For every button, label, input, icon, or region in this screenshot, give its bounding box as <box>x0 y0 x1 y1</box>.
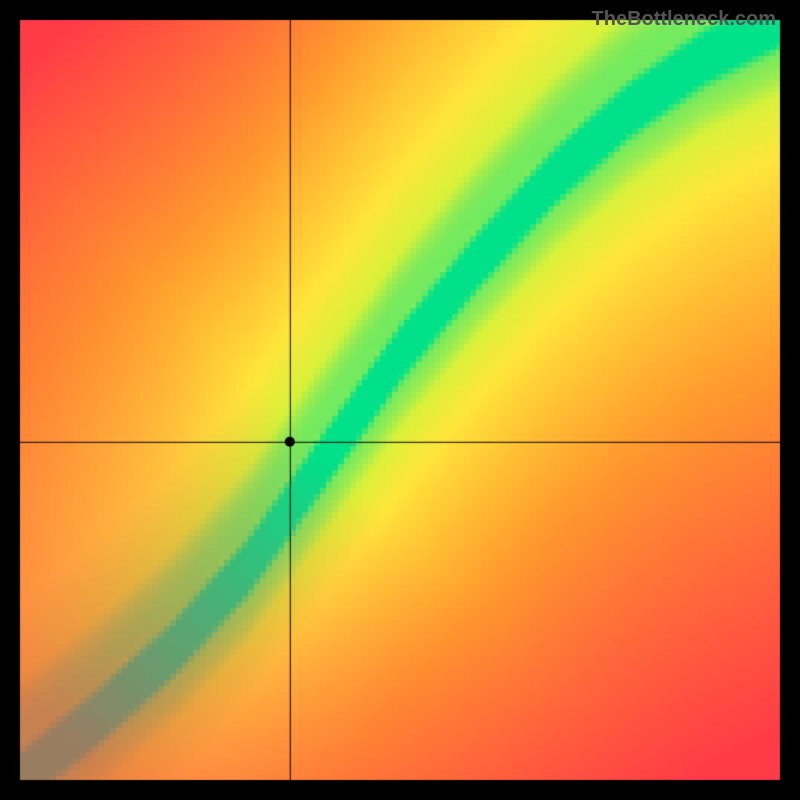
heatmap-canvas <box>0 0 800 800</box>
watermark-text: TheBottleneck.com <box>592 8 776 31</box>
chart-container: TheBottleneck.com <box>0 0 800 800</box>
